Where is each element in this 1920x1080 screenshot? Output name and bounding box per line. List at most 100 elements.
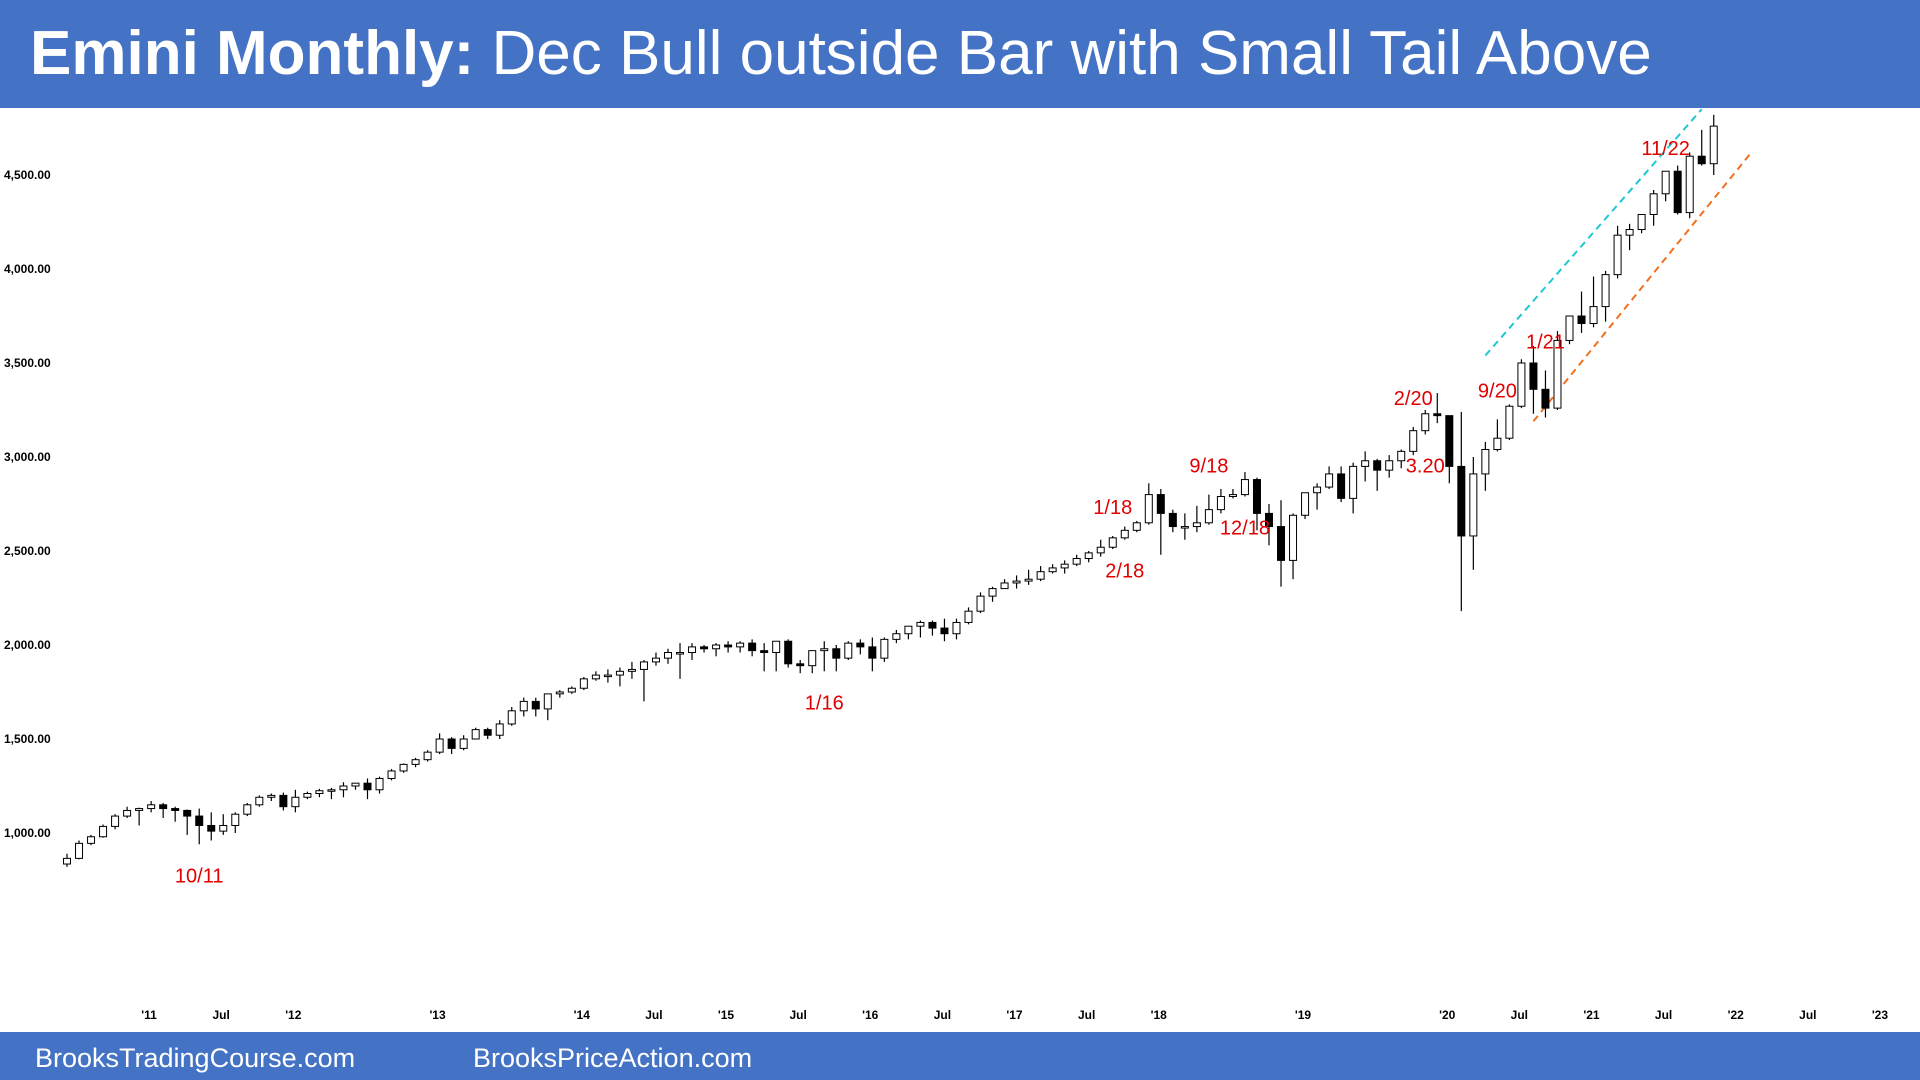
candle — [495, 720, 504, 739]
bull-candle-body — [688, 646, 697, 654]
candle — [1385, 455, 1394, 478]
candle — [1072, 554, 1081, 567]
candle — [507, 707, 516, 726]
x-tick-label: '23 — [1872, 1008, 1889, 1022]
title-bold: Emini Monthly: — [30, 19, 475, 88]
candle — [651, 652, 660, 666]
candle — [1481, 441, 1490, 491]
candle — [99, 824, 108, 838]
bull-candle-body — [219, 824, 228, 832]
candle — [1673, 165, 1682, 215]
candle — [543, 693, 552, 721]
bull-candle-body — [327, 789, 336, 792]
channel-top-trendline — [1484, 108, 1703, 357]
bear-candle-body — [1445, 415, 1454, 467]
candle — [1156, 488, 1165, 555]
candle — [603, 669, 612, 683]
bull-candle-body — [375, 777, 384, 791]
candle — [964, 607, 973, 625]
bull-candle-body — [63, 857, 71, 865]
candle — [1373, 458, 1382, 491]
candle — [435, 733, 444, 755]
candle — [1577, 291, 1586, 333]
candle — [1180, 513, 1189, 540]
candle — [135, 807, 144, 826]
candle — [1613, 225, 1622, 279]
bull-candle-body — [1024, 578, 1033, 582]
x-tick-label: Jul — [1078, 1008, 1095, 1022]
candle — [1192, 505, 1201, 533]
candle — [279, 792, 288, 811]
bull-candle-body — [495, 723, 504, 736]
candle — [1108, 535, 1117, 550]
candle — [1409, 426, 1418, 456]
bull-candle-body — [519, 700, 528, 712]
bull-candle-body — [1072, 558, 1081, 565]
bear-candle-body — [832, 648, 841, 659]
bull-candle-body — [471, 729, 480, 740]
bull-candle-body — [255, 796, 264, 806]
candle — [1625, 223, 1634, 251]
annotation-label: 9/20 — [1478, 380, 1517, 402]
candle — [531, 697, 540, 717]
candle — [688, 643, 697, 661]
bull-candle-body — [964, 610, 973, 623]
bear-candle-body — [1265, 512, 1273, 528]
candle — [303, 791, 312, 800]
candle — [1084, 551, 1093, 563]
candle — [1565, 315, 1574, 345]
candle — [700, 645, 709, 653]
bull-candle-body — [772, 640, 781, 654]
candle — [976, 592, 985, 614]
candle — [988, 586, 997, 602]
bull-candle-body — [904, 625, 913, 635]
candle — [844, 641, 853, 661]
candle — [1649, 190, 1658, 226]
candle — [868, 637, 877, 672]
candle — [856, 639, 865, 655]
candle — [1433, 393, 1442, 424]
footer-left-link[interactable]: BrooksTradingCourse.com — [35, 1043, 356, 1073]
candle — [952, 618, 961, 640]
bull-candle-body — [1349, 465, 1358, 499]
candle — [928, 620, 937, 636]
title-banner — [0, 0, 1920, 108]
bear-candle-body — [207, 824, 216, 832]
bull-candle-body — [1469, 473, 1478, 537]
candle — [904, 625, 913, 640]
bull-candle-body — [1289, 514, 1298, 561]
candle — [760, 643, 769, 672]
y-tick-label: 1,000.00 — [4, 826, 51, 840]
bull-candle-body — [1036, 571, 1045, 580]
trendlines — [1484, 108, 1751, 422]
x-tick-label: '12 — [285, 1008, 302, 1022]
candle — [1349, 462, 1358, 514]
bull-candle-body — [123, 809, 132, 817]
candle — [183, 809, 192, 835]
candle — [796, 660, 805, 674]
y-axis: 1,000.00 1,500.00 2,000.00 2,500.00 3,000.00… — [4, 168, 51, 840]
y-tick-label: 4,000.00 — [4, 262, 51, 276]
candle — [1289, 513, 1298, 580]
footer-right-link[interactable]: BrooksPriceAction.com — [473, 1043, 753, 1073]
candle — [1661, 170, 1670, 202]
candle — [147, 801, 156, 813]
candle — [1024, 569, 1033, 585]
candle — [1493, 419, 1502, 452]
bull-candle-body — [1060, 563, 1069, 569]
candle — [1517, 359, 1526, 409]
bull-candle-body — [303, 793, 312, 798]
candle — [808, 650, 817, 674]
candle — [567, 686, 576, 694]
candles — [63, 114, 1718, 867]
candle — [1265, 504, 1273, 546]
annotation-label: 11/22 — [1641, 138, 1690, 160]
bull-candle-body — [291, 796, 300, 808]
candle — [1000, 579, 1009, 590]
x-tick-label: Jul — [213, 1008, 230, 1022]
x-tick-label: Jul — [1799, 1008, 1816, 1022]
bull-candle-body — [1313, 486, 1322, 494]
candle — [1120, 526, 1129, 540]
annotation-label: 10/11 — [175, 865, 224, 887]
annotation-label: 2/20 — [1394, 388, 1433, 410]
